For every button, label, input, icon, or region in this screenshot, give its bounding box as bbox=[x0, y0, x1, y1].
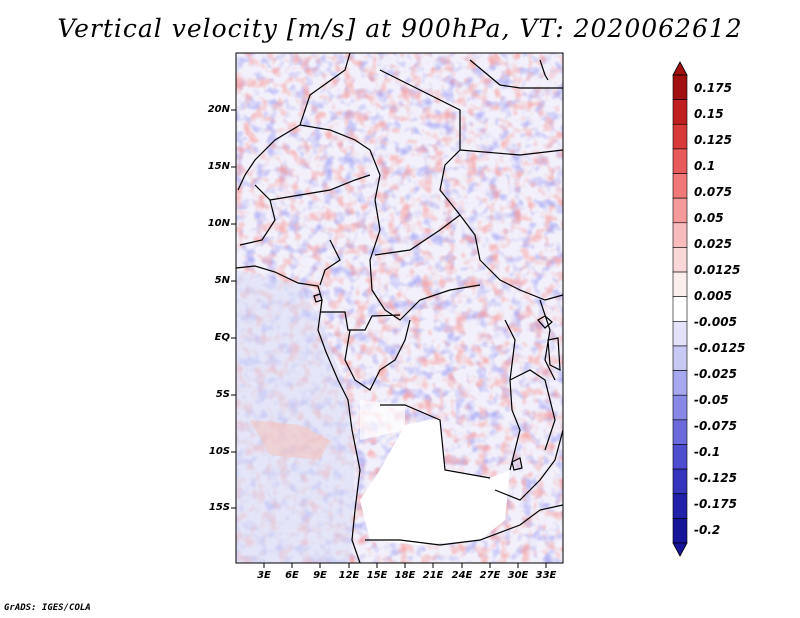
lon-label: 33E bbox=[535, 570, 557, 581]
lon-label: 15E bbox=[366, 570, 388, 581]
colorbar-swatch bbox=[672, 123, 688, 150]
lon-label: 27E bbox=[479, 570, 501, 581]
lon-label: 6E bbox=[285, 570, 299, 581]
colorbar-label: -0.005 bbox=[694, 315, 737, 329]
colorbar-swatch bbox=[672, 370, 688, 396]
footer-credit: GrADS: IGES/COLA bbox=[4, 603, 91, 613]
lon-label: 30E bbox=[507, 570, 529, 581]
lat-label: 10S bbox=[208, 446, 230, 457]
colorbar-label: 0.05 bbox=[694, 211, 724, 225]
colorbar-swatch bbox=[672, 394, 688, 421]
map-frame bbox=[235, 52, 564, 564]
lat-label: EQ bbox=[214, 332, 230, 343]
colorbar-label: -0.125 bbox=[694, 471, 737, 485]
lat-label: 5S bbox=[215, 389, 230, 400]
colorbar-label: -0.0125 bbox=[694, 341, 746, 355]
colorbar-label: -0.05 bbox=[694, 393, 729, 407]
colorbar-label: 0.175 bbox=[694, 81, 732, 95]
colorbar-label: 0.075 bbox=[694, 185, 732, 199]
colorbar-label: -0.1 bbox=[694, 445, 721, 459]
lat-label: 5N bbox=[214, 275, 230, 286]
colorbar-swatch bbox=[672, 444, 688, 470]
lon-label: 12E bbox=[338, 570, 360, 581]
colorbar-swatch bbox=[672, 518, 688, 544]
colorbar-swatch bbox=[672, 468, 688, 495]
lat-label: 15N bbox=[207, 161, 230, 172]
colorbar-label: 0.15 bbox=[694, 107, 724, 121]
colorbar bbox=[672, 61, 688, 557]
colorbar-label: -0.175 bbox=[694, 497, 737, 511]
colorbar-arrow-bottom bbox=[672, 542, 688, 557]
colorbar-swatch bbox=[672, 296, 688, 322]
lon-label: 9E bbox=[313, 570, 327, 581]
colorbar-swatch bbox=[672, 222, 688, 248]
chart-title: Vertical velocity [m/s] at 900hPa, VT: 2… bbox=[57, 14, 743, 43]
colorbar-label: 0.0125 bbox=[694, 263, 741, 277]
lon-label: 18E bbox=[394, 570, 416, 581]
lat-label: 15S bbox=[208, 502, 230, 513]
lon-label: 3E bbox=[257, 570, 271, 581]
lon-label: 24E bbox=[451, 570, 473, 581]
colorbar-swatch bbox=[672, 271, 688, 297]
colorbar-label: 0.025 bbox=[694, 237, 732, 251]
colorbar-swatch bbox=[672, 74, 688, 100]
colorbar-swatch bbox=[672, 197, 688, 224]
colorbar-swatch bbox=[672, 99, 688, 125]
colorbar-label: 0.005 bbox=[694, 289, 732, 303]
colorbar-label: 0.1 bbox=[694, 159, 716, 173]
colorbar-swatch bbox=[672, 148, 688, 174]
colorbar-swatch bbox=[672, 419, 688, 445]
colorbar-label: -0.075 bbox=[694, 419, 737, 433]
colorbar-label: -0.2 bbox=[694, 523, 721, 537]
colorbar-swatch bbox=[672, 493, 688, 519]
lat-label: 10N bbox=[207, 218, 230, 229]
colorbar-label: 0.125 bbox=[694, 133, 732, 147]
colorbar-label: -0.025 bbox=[694, 367, 737, 381]
colorbar-swatch bbox=[672, 247, 688, 273]
colorbar-arrow-top bbox=[672, 61, 688, 76]
lat-label: 20N bbox=[207, 104, 230, 115]
lon-label: 21E bbox=[422, 570, 444, 581]
velocity-field bbox=[236, 53, 563, 563]
colorbar-swatch bbox=[672, 321, 688, 347]
axis-ticks bbox=[231, 109, 547, 568]
colorbar-swatch bbox=[672, 173, 688, 199]
colorbar-swatch bbox=[672, 345, 688, 371]
